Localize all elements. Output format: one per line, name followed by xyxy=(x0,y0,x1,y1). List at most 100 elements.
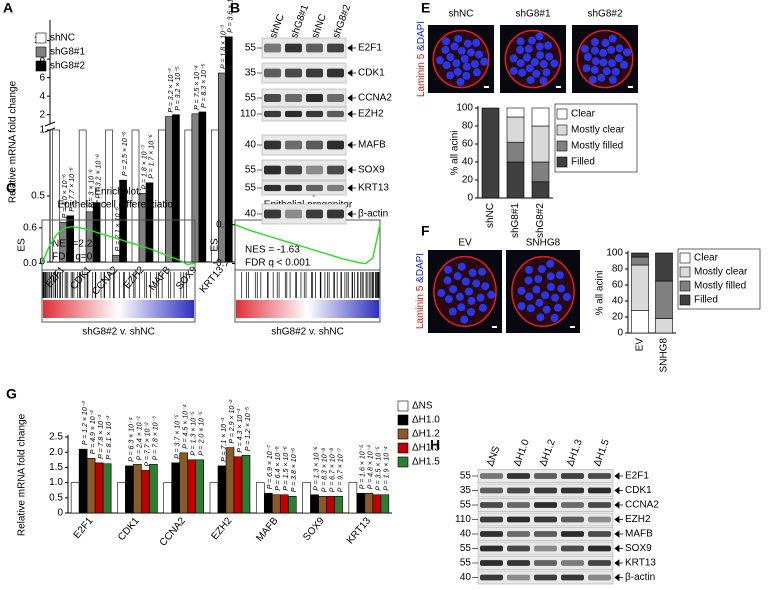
nucleus xyxy=(608,75,617,84)
nucleus xyxy=(525,64,534,73)
bar xyxy=(310,494,319,514)
nucleus xyxy=(478,303,487,312)
nucleus xyxy=(509,66,518,75)
y-tick-label: 80 xyxy=(612,264,624,275)
blot-band xyxy=(507,473,530,479)
nucleus xyxy=(583,53,592,61)
p-value-annotation: P = 6.3 × 10⁻⁴ xyxy=(128,417,135,462)
nucleus xyxy=(557,284,566,293)
legend-swatch xyxy=(556,156,568,168)
blot-band xyxy=(306,209,323,219)
x-tick-label: shG8#2 xyxy=(535,203,546,238)
size-marker: 35 xyxy=(460,485,472,496)
blot-band xyxy=(285,140,302,150)
bar xyxy=(372,494,382,514)
band-arrow xyxy=(614,573,623,582)
nucleus xyxy=(602,67,611,76)
blot-band xyxy=(480,545,503,552)
p-value-annotation: P = 3.2 × 10⁻⁶ xyxy=(95,154,102,199)
y-tick-label: 60 xyxy=(462,139,474,150)
y-tick-label: 100 xyxy=(606,248,623,259)
nucleus xyxy=(551,293,560,302)
legend-swatch xyxy=(556,140,568,152)
bar-segment xyxy=(631,264,649,311)
bar xyxy=(209,482,219,514)
band-arrow xyxy=(614,515,623,524)
p-value-annotation: P = 4.0 × 10⁻⁶ xyxy=(62,174,69,219)
nucleus xyxy=(462,71,471,80)
nucleus xyxy=(532,285,541,294)
scale-bar xyxy=(556,86,561,88)
nucleus xyxy=(467,296,476,305)
bar xyxy=(255,482,265,514)
bar-segment xyxy=(655,318,673,334)
protein-label: β-actin xyxy=(358,209,388,220)
blot-band xyxy=(285,209,302,219)
blot-band xyxy=(480,574,503,581)
p-value-annotation: P = 7.7 × 10⁻⁶ xyxy=(69,167,76,212)
y-tick-label: 8 xyxy=(39,54,45,65)
nucleus xyxy=(470,60,479,69)
stain-label: Laminin 5 &DAPI xyxy=(416,21,427,97)
nucleus xyxy=(582,64,591,73)
nucleus xyxy=(444,295,453,304)
stat-label: NES=2.23 xyxy=(52,239,98,250)
legend-swatch xyxy=(556,108,568,120)
bar xyxy=(184,129,193,263)
bar xyxy=(102,463,112,514)
nucleus xyxy=(530,58,539,67)
panel-label: H xyxy=(430,437,440,453)
blot-band xyxy=(327,184,344,192)
size-marker: 55 xyxy=(245,183,257,194)
bar xyxy=(105,129,113,263)
p-value-annotation: P = 8.1 × 10⁻³ xyxy=(106,415,113,460)
blot-band xyxy=(306,68,323,78)
blot-band xyxy=(588,487,611,494)
nucleus xyxy=(516,37,525,46)
protein-label: KRT13 xyxy=(625,558,656,569)
blot-band xyxy=(306,43,323,53)
legend-label: shG8#1 xyxy=(50,47,85,58)
blot-band xyxy=(507,487,530,494)
nucleus xyxy=(608,59,616,68)
nucleus xyxy=(588,75,597,84)
bar xyxy=(86,457,96,514)
blot-band xyxy=(588,531,611,537)
bar xyxy=(198,111,207,263)
p-value-annotation: P = 3.6 × 10⁻⁵ xyxy=(228,0,235,33)
nucleus xyxy=(517,286,526,295)
bar xyxy=(318,495,327,514)
blot-band xyxy=(534,516,557,523)
nucleus xyxy=(517,302,526,310)
blot-band xyxy=(561,473,584,479)
p-value-annotation: P = 1.7 × 10⁻⁶ xyxy=(148,134,155,179)
protein-label: β-actin xyxy=(625,572,655,583)
axis-break xyxy=(45,124,55,130)
nucleus xyxy=(542,68,551,77)
nucleus xyxy=(528,36,536,45)
y-tick-label: 40 xyxy=(462,157,474,168)
nucleus xyxy=(525,292,534,301)
blot-band xyxy=(285,165,302,175)
y-tick-label: 1.0 xyxy=(49,477,63,488)
protein-label: MAFB xyxy=(625,529,653,540)
nucleus xyxy=(444,265,453,274)
bar xyxy=(52,129,61,263)
nucleus xyxy=(516,59,525,68)
blot-band xyxy=(561,560,584,566)
nucleus xyxy=(446,53,455,62)
nucleus xyxy=(554,303,562,312)
stat-label: NES = -1.63 xyxy=(245,245,300,256)
blot-band xyxy=(285,110,302,118)
blot-band xyxy=(561,574,584,581)
bar xyxy=(94,462,104,514)
blot-band xyxy=(285,94,302,102)
size-marker: 40 xyxy=(245,140,257,151)
blot-band xyxy=(264,43,281,53)
bar-segment xyxy=(531,107,550,127)
legend-label: Mostly clear xyxy=(571,125,625,136)
size-marker: 110 xyxy=(455,514,471,525)
nucleus xyxy=(441,45,450,54)
nucleus xyxy=(472,68,481,77)
image-title: shG8#2 xyxy=(587,9,622,20)
